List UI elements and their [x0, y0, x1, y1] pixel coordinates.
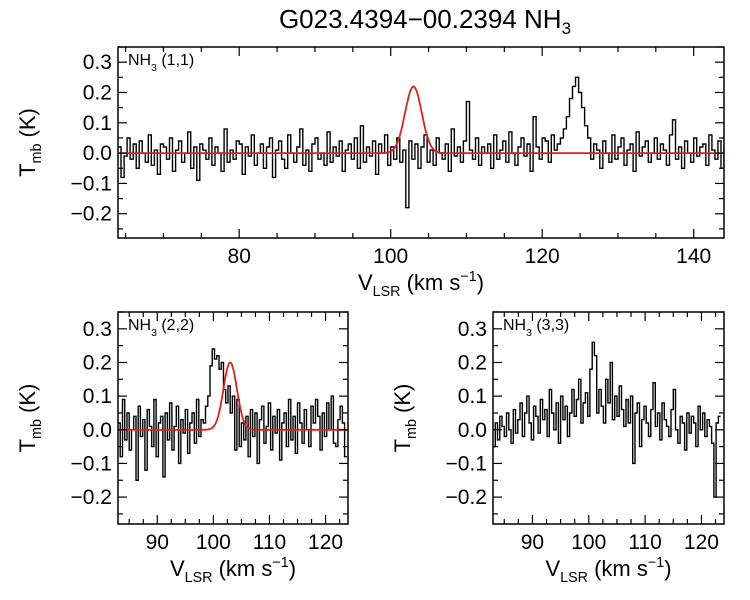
y-axis-label: Tmb (K) — [15, 384, 45, 453]
y-tick-label: −0.1 — [446, 452, 487, 475]
data-layer — [493, 341, 721, 498]
x-axis-label-close: ) — [477, 270, 484, 295]
y-tick-label: 0.3 — [83, 318, 112, 341]
y-axis-label-main: T — [390, 439, 415, 452]
x-tick-label: 100 — [196, 531, 231, 554]
y-axis-label-sub: mb — [404, 419, 420, 439]
figure-title: G023.4394−00.2394 NH3 — [279, 4, 571, 38]
panel-nh3-11: 80 100 120 140 −0.2 −0.1 0.0 0.1 0.2 0.3 NH3 (1,1)… — [15, 46, 725, 300]
y-tick-label: 0.2 — [458, 351, 487, 374]
y-tick-label: 0.0 — [458, 419, 487, 442]
spectrum-line — [118, 348, 347, 481]
y-tick-label: −0.2 — [71, 486, 112, 509]
x-axis-label: VLSR (km s−1) — [545, 555, 671, 586]
line-label-sub: 3 — [526, 328, 532, 339]
x-tick-label: 120 — [684, 531, 719, 554]
x-axis-label: VLSR (km s−1) — [170, 555, 296, 586]
line-label-main: NH — [503, 317, 526, 334]
x-axis-label: VLSR (km s−1) — [358, 269, 484, 300]
y-axis-label-tail: (K) — [15, 384, 40, 419]
x-tick-label: 80 — [228, 245, 251, 268]
x-axis-label-tail: (km s — [588, 556, 648, 581]
x-tick-label: 110 — [628, 531, 661, 554]
x-tick-label: 100 — [373, 245, 408, 268]
line-label: NH3 (1,1) — [128, 52, 194, 74]
x-axis-label-main: V — [545, 556, 560, 581]
y-axis-label-tail: (K) — [390, 384, 415, 419]
x-tick-label: 120 — [525, 245, 560, 268]
x-axis-label-sup: −1 — [272, 555, 288, 571]
y-tick-label: 0.3 — [458, 318, 487, 341]
line-label-tail: (2,2) — [157, 317, 194, 334]
line-label: NH3 (2,2) — [128, 317, 194, 339]
title-main: G023.4394−00.2394 NH — [279, 4, 562, 34]
panel-nh3-22: 90 100 110 120 −0.2 −0.1 0.0 0.1 0.2 0.3 NH3 (2,2)… — [15, 311, 349, 586]
x-axis-label-close: ) — [664, 556, 671, 581]
x-tick-label: 100 — [571, 531, 606, 554]
y-tick-label: −0.2 — [446, 486, 487, 509]
y-tick-label: 0.1 — [458, 385, 487, 408]
x-tick-label: 110 — [253, 531, 286, 554]
y-axis-label-sub: mb — [29, 144, 45, 164]
y-tick-label: −0.2 — [71, 203, 112, 226]
line-label-tail: (1,1) — [157, 52, 194, 69]
gaussian-fit-line — [118, 85, 724, 154]
line-label-main: NH — [128, 52, 151, 69]
y-tick-label: −0.1 — [71, 452, 112, 475]
y-tick-label: 0.2 — [83, 81, 112, 104]
y-axis-label-main: T — [15, 439, 40, 452]
y-tick-label: −0.1 — [71, 172, 112, 195]
y-axis-label: Tmb (K) — [15, 108, 45, 177]
x-axis-label-sup: −1 — [648, 555, 664, 571]
x-tick-label: 120 — [308, 531, 343, 554]
y-tick-label: 0.0 — [83, 142, 112, 165]
x-tick-label: 140 — [676, 245, 711, 268]
line-label-main: NH — [128, 317, 151, 334]
x-axis-label-main: V — [358, 270, 373, 295]
x-axis-label-main: V — [170, 556, 185, 581]
y-axis-label-tail: (K) — [15, 108, 40, 143]
y-tick-label: 0.1 — [83, 112, 112, 135]
x-axis-label-tail: (km s — [400, 270, 460, 295]
spectrum-line — [493, 341, 721, 498]
y-axis-label-main: T — [15, 163, 40, 176]
x-tick-label: 90 — [146, 531, 169, 554]
plot-frame — [117, 46, 725, 239]
x-axis-label-tail: (km s — [212, 556, 272, 581]
data-layer — [118, 348, 348, 481]
y-axis-label: Tmb (K) — [390, 384, 420, 453]
y-tick-label: 0.2 — [83, 351, 112, 374]
y-axis-label-sub: mb — [29, 419, 45, 439]
y-tick-label: 0.1 — [83, 385, 112, 408]
title-sub: 3 — [562, 19, 571, 38]
y-tick-label: 0.3 — [83, 51, 112, 74]
plot-frame — [117, 311, 349, 525]
x-axis-label-close: ) — [289, 556, 296, 581]
spectrum-line — [118, 76, 724, 209]
x-axis-label-sub: LSR — [560, 570, 588, 586]
x-tick-label: 90 — [521, 531, 544, 554]
plot-frame — [492, 311, 725, 525]
data-layer — [118, 76, 724, 209]
panel-nh3-33: 90 100 110 120 −0.2 −0.1 0.0 0.1 0.2 0.3 NH3 (3,3)… — [390, 311, 725, 586]
line-label-sub: 3 — [151, 63, 157, 74]
y-tick-label: 0.0 — [83, 419, 112, 442]
line-label-sub: 3 — [151, 328, 157, 339]
x-axis-label-sup: −1 — [460, 269, 476, 285]
line-label: NH3 (3,3) — [503, 317, 569, 339]
x-axis-label-sub: LSR — [185, 570, 213, 586]
gaussian-fit-line — [118, 361, 348, 431]
x-axis-label-sub: LSR — [373, 284, 401, 300]
line-label-tail: (3,3) — [532, 317, 569, 334]
